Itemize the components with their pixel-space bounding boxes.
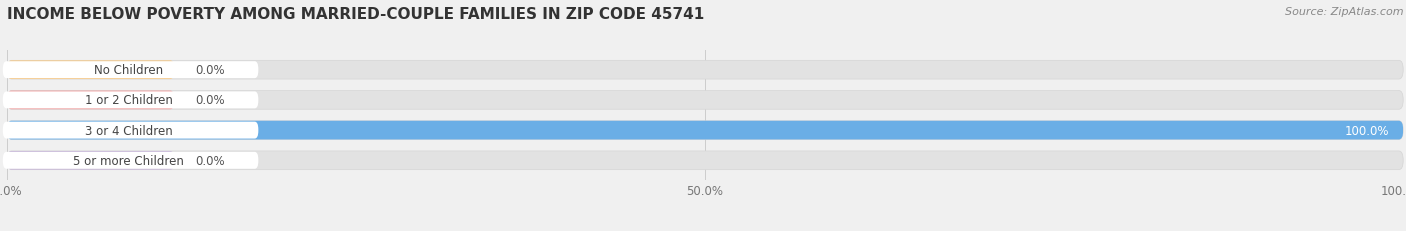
Text: 5 or more Children: 5 or more Children: [73, 154, 184, 167]
Text: 0.0%: 0.0%: [195, 64, 225, 77]
Text: Source: ZipAtlas.com: Source: ZipAtlas.com: [1285, 7, 1403, 17]
Text: 1 or 2 Children: 1 or 2 Children: [84, 94, 173, 107]
Text: No Children: No Children: [94, 64, 163, 77]
FancyBboxPatch shape: [7, 61, 1403, 80]
FancyBboxPatch shape: [7, 61, 174, 80]
Text: 0.0%: 0.0%: [195, 94, 225, 107]
FancyBboxPatch shape: [7, 91, 174, 110]
FancyBboxPatch shape: [3, 62, 259, 79]
FancyBboxPatch shape: [7, 91, 1403, 110]
Text: 3 or 4 Children: 3 or 4 Children: [84, 124, 173, 137]
FancyBboxPatch shape: [7, 121, 1403, 140]
FancyBboxPatch shape: [7, 121, 1403, 140]
Text: INCOME BELOW POVERTY AMONG MARRIED-COUPLE FAMILIES IN ZIP CODE 45741: INCOME BELOW POVERTY AMONG MARRIED-COUPL…: [7, 7, 704, 22]
Text: 0.0%: 0.0%: [195, 154, 225, 167]
Text: 100.0%: 100.0%: [1344, 124, 1389, 137]
FancyBboxPatch shape: [3, 122, 259, 139]
FancyBboxPatch shape: [7, 151, 1403, 170]
FancyBboxPatch shape: [3, 92, 259, 109]
FancyBboxPatch shape: [7, 151, 174, 170]
FancyBboxPatch shape: [3, 152, 259, 169]
